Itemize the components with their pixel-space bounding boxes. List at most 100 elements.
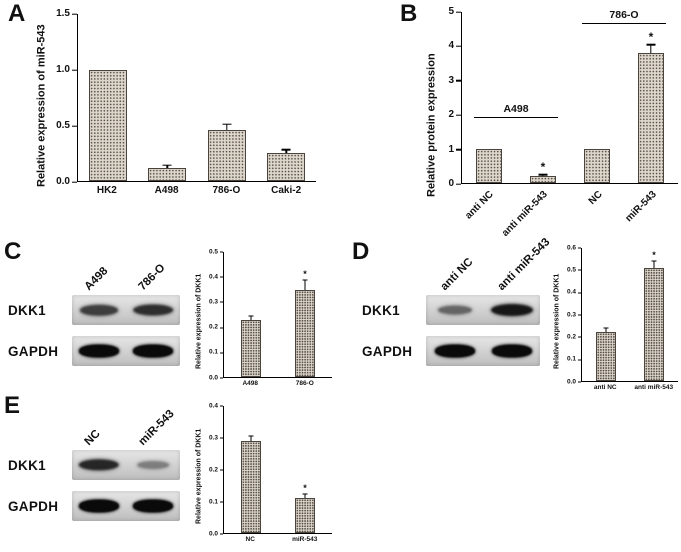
y-axis-label: Relative expression of DKK1 [195, 273, 203, 369]
x-axis-labels: anti NC anti miR-543 [562, 382, 678, 394]
y-tick-mark [220, 405, 223, 407]
y-tick-mark [456, 183, 461, 185]
lane-label: A498 [82, 265, 111, 293]
plot-area: * [223, 406, 332, 534]
x-tick-label: HK2 [96, 185, 117, 196]
x-labels: anti NC anti miR-543 NC miR-543 [461, 184, 678, 239]
lane-labels: A498 786-O [8, 249, 180, 295]
significance-star: * [540, 160, 546, 175]
plot-row: 0.0 0.1 0.2 0.3 0.4 * [204, 402, 332, 536]
y-tick-mark [220, 251, 223, 253]
y-tick-label: 1.5 [56, 8, 70, 19]
error-bar-cap [302, 279, 308, 280]
error-bar [250, 436, 252, 441]
error-bar-cap [162, 164, 172, 167]
chart-body: 0.0 0.5 1.0 1.5 HK2 A498 786-O Caki-2 [49, 9, 316, 198]
y-tick-mark [456, 11, 461, 13]
plot-area: * [223, 252, 332, 378]
panel-a-chart: Relative expression of miR-543 0.0 0.5 1.0 1… [34, 9, 316, 198]
plot-row: 0.0 0.5 1.0 1.5 [49, 9, 316, 187]
x-tick-label: miR-543 [292, 536, 318, 543]
y-tick-mark [220, 437, 223, 439]
y-axis: 0.0 0.1 0.2 0.3 0.4 0.5 [204, 248, 223, 380]
y-tick-mark [72, 13, 77, 15]
panel-c-letter: C [4, 238, 22, 265]
chart-body: 0 1 2 3 4 5 * * A498 786-O anti NC anti miR-543 NC mi… [439, 7, 678, 239]
y-tick-mark [220, 469, 223, 471]
error-bar-cap [281, 149, 291, 151]
y-tick-mark [578, 247, 581, 249]
y-tick-mark [220, 301, 223, 303]
y-tick-mark [456, 45, 461, 48]
y-tick-label: 0.2 [208, 323, 218, 331]
y-tick-label: 0.4 [566, 288, 576, 296]
y-tick-label: 2 [448, 109, 454, 121]
blot-image [72, 450, 180, 480]
error-bar [304, 494, 306, 499]
y-tick-label: 1 [448, 143, 454, 155]
y-tick-mark [220, 501, 223, 503]
plot-area: * * A498 786-O [461, 9, 678, 184]
protein-band [491, 344, 532, 358]
x-labels: HK2 A498 786-O Caki-2 [77, 182, 316, 198]
y-tick-label: 0.6 [566, 243, 576, 251]
y-axis-label: Relative expression of miR-543 [35, 24, 48, 188]
significance-star: * [648, 29, 654, 44]
lane-label: miR-543 [136, 407, 177, 448]
lane-label: anti NC [438, 256, 475, 293]
x-tick-label: miR-543 [623, 189, 659, 225]
protein-band [437, 305, 472, 315]
y-axis: 0.0 0.1 0.2 0.3 0.4 0.5 0.6 [562, 243, 581, 384]
panel-c-blot: A498 786-O DKK1 GAPDH [8, 249, 180, 366]
y-tick-mark [220, 533, 223, 535]
error-bar [650, 44, 652, 54]
protein-band [490, 304, 533, 316]
y-tick-mark [578, 292, 581, 294]
y-tick-mark [220, 276, 223, 278]
blot-row: GAPDH [8, 491, 180, 521]
group-line [473, 116, 559, 119]
panel-b-letter: B [400, 0, 418, 27]
protein-band [133, 499, 173, 513]
axis-spacer [439, 184, 461, 238]
x-tick-label: anti miR-543 [634, 384, 674, 391]
y-tick-label: 0.2 [208, 465, 218, 473]
y-tick-mark [456, 148, 461, 151]
x-tick-label: 786-O [212, 185, 241, 196]
error-bar [166, 165, 168, 168]
error-bar-cap [222, 123, 232, 125]
error-bar-cap [248, 315, 254, 317]
panel-d-blot: anti NC anti miR-543 DKK1 GAPDH [362, 236, 552, 366]
bar [476, 148, 502, 183]
y-tick-label: 4 [448, 40, 454, 52]
panel-d-chart: Relative expression of DKK1 0.0 0.1 0.2 0.3 0… [552, 243, 678, 394]
group-label: 786-O [609, 9, 639, 22]
y-tick-label: 0.0 [56, 176, 70, 187]
y-tick-label: 0.1 [566, 355, 576, 363]
y-tick-label: 0.3 [566, 310, 576, 318]
y-tick-label: 0.3 [208, 298, 218, 306]
y-tick-label: 0 [448, 178, 454, 189]
y-axis: 0.0 0.5 1.0 1.5 [49, 9, 77, 187]
error-bar [605, 327, 607, 333]
lane-label: NC [82, 427, 103, 448]
x-axis-labels: A498 786-O [204, 378, 332, 390]
error-bar-cap [646, 43, 656, 46]
y-tick-label: 0.3 [208, 433, 218, 441]
x-tick-label: anti NC [463, 189, 496, 222]
chart-body: 0.0 0.1 0.2 0.3 0.4 * NC miR-543 [204, 402, 332, 546]
bar [241, 319, 261, 377]
error-bar [285, 149, 287, 154]
protein-band [78, 459, 120, 471]
blot-row: DKK1 [362, 295, 540, 325]
x-axis-labels: HK2 A498 786-O Caki-2 [49, 182, 316, 198]
error-bar [542, 174, 544, 177]
y-tick-mark [578, 269, 581, 271]
x-axis-labels: NC miR-543 [204, 534, 332, 546]
protein-band [434, 344, 475, 358]
x-tick-label: NC [245, 536, 255, 543]
x-labels: A498 786-O [223, 378, 332, 390]
bar [295, 289, 315, 377]
y-tick-mark [72, 125, 77, 127]
error-bar [226, 124, 228, 130]
